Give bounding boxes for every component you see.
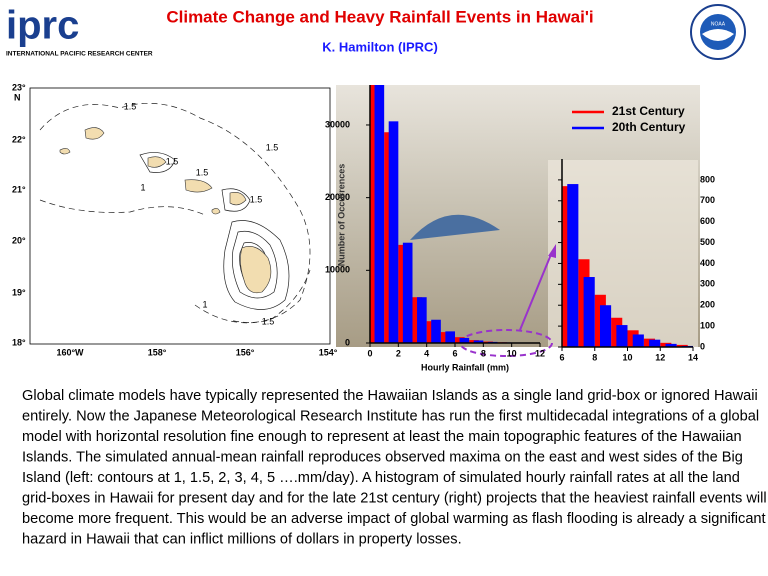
x-tick-label: 10	[622, 352, 632, 362]
lat-label: 23°	[12, 82, 26, 92]
body-line: grid-boxes in Hawaii for present day and…	[22, 490, 767, 506]
lat-north: N	[14, 92, 21, 102]
lat-label: 22°	[12, 134, 26, 144]
x-tick-label: 6	[452, 348, 457, 358]
logo: iprc	[6, 4, 79, 48]
x-tick-label: 12	[535, 348, 545, 358]
noaa-text: NOAA	[711, 21, 726, 27]
body-line: Global climate models have typically rep…	[22, 388, 758, 404]
x-tick-label: 0	[367, 348, 372, 358]
y-tick-label: 500	[700, 237, 715, 247]
x-tick-label: 12	[655, 352, 665, 362]
x-tick-label: 8	[592, 352, 597, 362]
x-tick-label: 4	[424, 348, 429, 358]
body-line: entirely. Now the Japanese Meteorologica…	[22, 408, 759, 424]
lon-label: 158°	[148, 347, 167, 357]
highlight-ellipse	[459, 329, 553, 357]
histogram-bar	[567, 184, 579, 347]
contour-label: 1.5	[262, 316, 275, 326]
y-tick-label: 200	[700, 300, 715, 310]
lat-label: 21°	[12, 184, 26, 194]
lat-label: 20°	[12, 235, 26, 245]
body-line: Island (left: contours at 1, 1.5, 2, 3, …	[22, 470, 740, 486]
histogram-bar	[374, 85, 385, 343]
histogram-bar	[649, 339, 661, 347]
x-tick-label: 2	[396, 348, 401, 358]
map-frame	[29, 87, 331, 345]
contour-label: 1.5	[166, 156, 179, 166]
x-tick-label: 6	[559, 352, 564, 362]
logo-caption: INTERNATIONAL PACIFIC RESEARCH CENTER	[6, 51, 153, 58]
histogram-bar	[388, 121, 399, 343]
zoom-arrowhead	[548, 244, 556, 258]
y-tick-label: 20000	[325, 192, 350, 202]
histogram-bar	[459, 337, 470, 343]
y-tick-label: 800	[700, 174, 715, 184]
lat-label: 19°	[12, 287, 26, 297]
y-axis-label: Number of Occurrences	[336, 164, 346, 267]
y-tick-label: 400	[700, 258, 715, 268]
y-tick-label: 300	[700, 279, 715, 289]
y-tick-label: 10000	[325, 265, 350, 275]
contour-label: 1.5	[250, 194, 263, 204]
contour-label: 1.5	[124, 101, 137, 111]
x-tick-label: 14	[688, 352, 698, 362]
contour-label: 1	[140, 182, 145, 192]
lon-label: 156°	[236, 347, 255, 357]
body-line: hazard in Hawaii that can inflict millio…	[22, 531, 462, 547]
y-tick-label: 0	[700, 341, 705, 351]
body-line: become more frequent. This would be an a…	[22, 511, 766, 527]
lon-label: 160°W	[56, 347, 84, 357]
y-tick-label: 100	[700, 320, 715, 330]
histogram-bar	[473, 340, 484, 343]
body-line: model with horizontal resolution fine en…	[22, 429, 742, 445]
zoom-arrow	[519, 251, 553, 331]
x-tick-label: 8	[481, 348, 486, 358]
noaa-bird	[702, 29, 734, 41]
histogram-bar	[402, 242, 413, 343]
y-tick-label: 30000	[325, 119, 350, 129]
y-tick-label: 0	[345, 337, 350, 347]
legend-label: 21st Century	[612, 104, 685, 118]
contour-label: 1.5	[196, 167, 209, 177]
histogram-bar	[445, 331, 455, 343]
histogram-bar	[417, 297, 427, 343]
contour-label: 1.5	[266, 142, 279, 152]
contour-label: 1	[202, 299, 207, 309]
legend-label: 20th Century	[612, 120, 686, 134]
lat-label: 18°	[12, 337, 26, 347]
body-line: Islands. The simulated annual-mean rainf…	[22, 449, 743, 465]
x-tick-label: 10	[507, 348, 517, 358]
y-tick-label: 600	[700, 216, 715, 226]
histogram-bar	[616, 325, 628, 347]
map-islands	[59, 127, 272, 294]
lon-label: 154°	[319, 347, 338, 357]
author: K. Hamilton (IPRC)	[322, 39, 438, 54]
histogram-bar	[431, 319, 441, 343]
y-tick-label: 700	[700, 195, 715, 205]
histogram-bar	[632, 334, 644, 347]
title: Climate Change and Heavy Rainfall Events…	[166, 7, 593, 26]
histogram-bar	[599, 305, 612, 347]
x-axis-label: Hourly Rainfall (mm)	[421, 362, 509, 372]
histogram-bar	[665, 343, 677, 347]
histogram-bar	[583, 277, 595, 347]
photo-umbrella	[410, 214, 500, 240]
